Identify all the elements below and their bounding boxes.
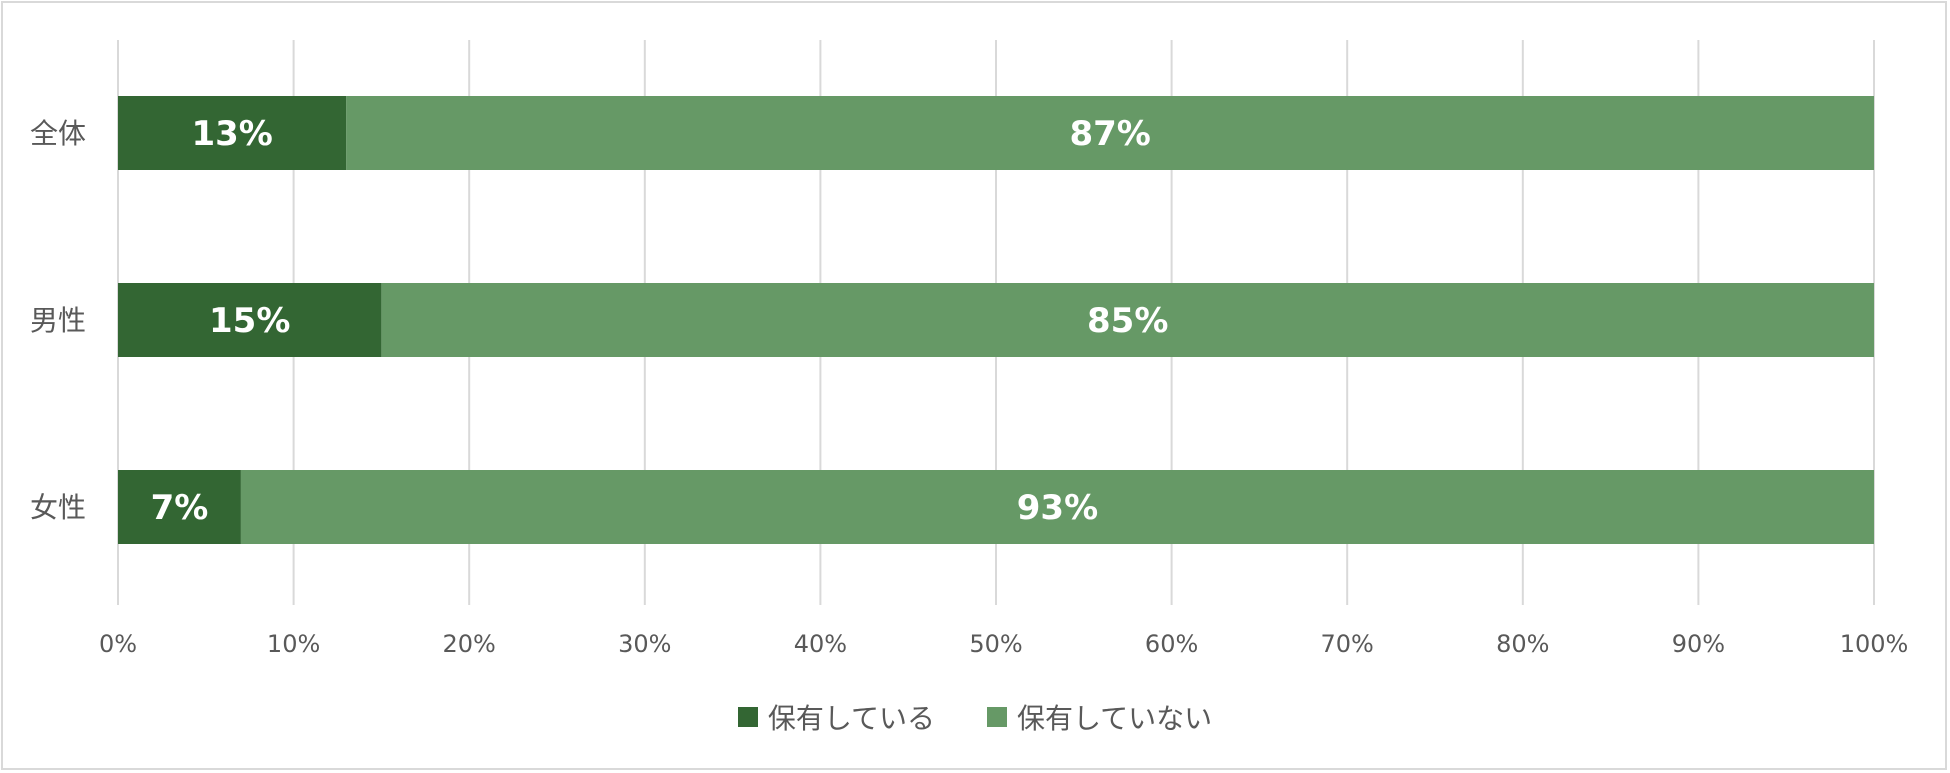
x-tick-label: 100% — [1840, 630, 1909, 658]
bar-segment — [346, 96, 1874, 170]
category-label: 女性 — [30, 491, 86, 524]
data-label: 85% — [1087, 301, 1168, 341]
data-label: 93% — [1017, 488, 1098, 528]
x-tick-label: 50% — [969, 630, 1022, 658]
x-tick-label: 20% — [443, 630, 496, 658]
x-tick-label: 60% — [1145, 630, 1198, 658]
x-tick-label: 10% — [267, 630, 320, 658]
legend: 保有している 保有していない — [0, 697, 1950, 737]
x-tick-label: 90% — [1672, 630, 1725, 658]
data-label: 13% — [191, 114, 272, 154]
data-label: 87% — [1069, 114, 1150, 154]
data-label: 15% — [209, 301, 290, 341]
legend-label-not-owned: 保有していない — [1017, 702, 1213, 735]
legend-item-not-owned[interactable]: 保有していない — [987, 697, 1212, 737]
data-labels: 13% 87% 15% 85% 7% 93% — [151, 114, 1169, 528]
bar-segment — [118, 283, 382, 357]
x-tick-label: 30% — [618, 630, 671, 658]
x-tick-label: 0% — [99, 630, 137, 658]
category-label: 男性 — [30, 304, 86, 337]
bar-segment — [381, 283, 1874, 357]
bars — [118, 96, 1874, 544]
x-tick-label: 80% — [1496, 630, 1549, 658]
bar-segment — [118, 96, 347, 170]
bar-segment — [240, 470, 1874, 544]
x-axis-tick-labels: 0% 10% 20% 30% 40% 50% 60% 70% 80% 90% 100% — [99, 630, 1908, 658]
category-label: 全体 — [30, 117, 86, 150]
x-tick-label: 40% — [794, 630, 847, 658]
bar-segment — [118, 470, 241, 544]
legend-label-owned: 保有している — [767, 702, 935, 735]
x-tick-label: 70% — [1321, 630, 1374, 658]
legend-swatch-not-owned — [987, 707, 1007, 727]
data-label: 7% — [151, 488, 209, 528]
legend-swatch-owned — [737, 707, 758, 727]
legend-item-owned[interactable]: 保有している — [737, 697, 935, 737]
